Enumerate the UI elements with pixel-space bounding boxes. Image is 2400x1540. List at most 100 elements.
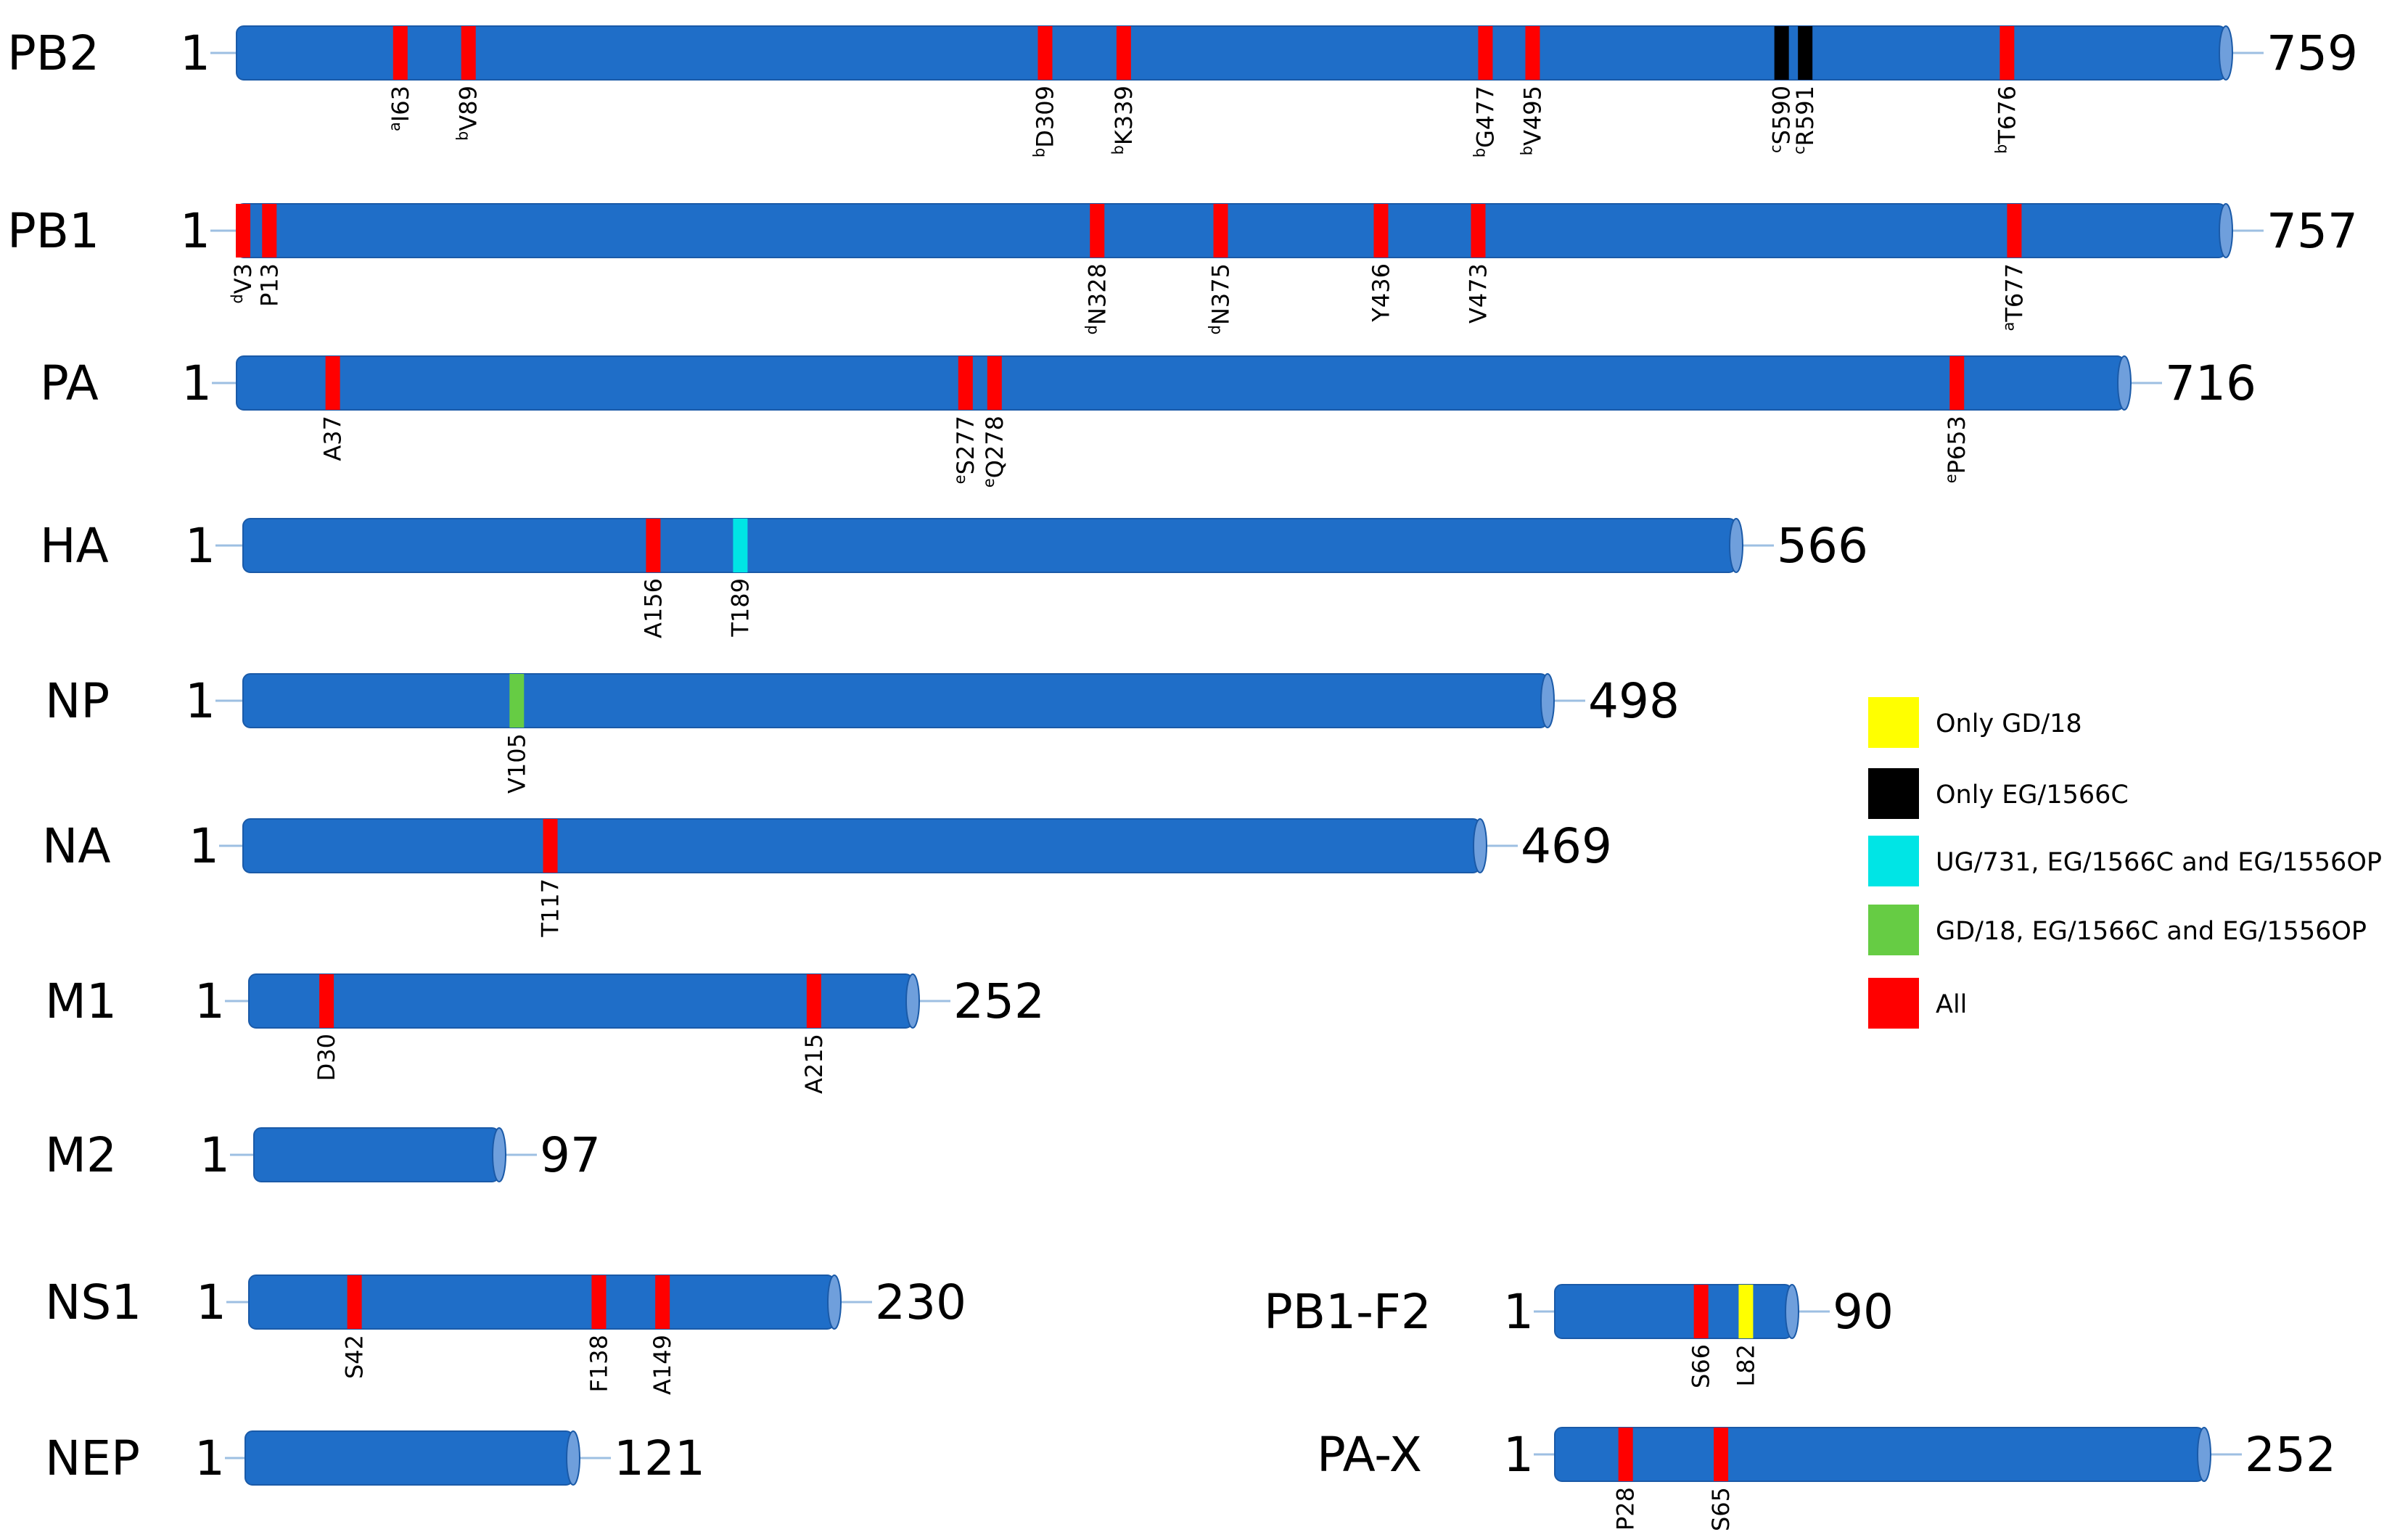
protein-name-m1: M1	[45, 973, 117, 1029]
start-position-pax: 1	[1503, 1427, 1534, 1483]
protein-bar-pax	[1554, 1427, 2205, 1482]
protein-name-np: NP	[45, 673, 110, 729]
legend-swatch-only_eg1566c	[1868, 768, 1919, 819]
mutation-label-l82: L82	[1732, 1344, 1759, 1387]
mutation-superscript: d	[1207, 325, 1224, 334]
bar-end-cap	[2219, 203, 2233, 258]
protein-track-m1: M1 1 252 D30 A215	[45, 973, 1045, 1094]
mutation-label-v473: V473	[1464, 263, 1492, 324]
protein-name-ha: HA	[40, 518, 109, 574]
mutation-name: A37	[319, 416, 347, 461]
mutation-marker-s277	[958, 356, 973, 410]
mutation-marker-t189	[733, 519, 748, 572]
mutation-name: V495	[1519, 86, 1546, 146]
protein-bar-pb1f2	[1554, 1284, 1793, 1339]
mutation-label-s42: S42	[341, 1335, 369, 1379]
legend-label-gd18_eg1566c_eg1556op: GD/18, EG/1566C and EG/1556OP	[1936, 917, 2367, 946]
mutation-marker-v495	[1525, 26, 1540, 80]
mutation-label-i63: aI63	[386, 86, 414, 131]
start-position-ha: 1	[185, 518, 215, 574]
mutation-name: V473	[1464, 263, 1492, 324]
mutation-name: Q278	[981, 416, 1008, 478]
mutation-marker-a156	[646, 519, 661, 572]
protein-name-ns1: NS1	[45, 1275, 141, 1330]
mutation-superscript: a	[2000, 322, 2017, 332]
end-position-ns1: 230	[875, 1275, 966, 1330]
mutation-name: A156	[639, 578, 667, 638]
protein-bar-np	[242, 673, 1548, 728]
mutation-label-d309: bD309	[1031, 86, 1059, 157]
end-position-m1: 252	[953, 973, 1045, 1029]
mutation-label-f138: F138	[585, 1335, 612, 1392]
protein-bar-ns1	[248, 1275, 835, 1330]
mutation-name: D30	[313, 1034, 340, 1081]
legend-swatch-gd18_eg1566c_eg1556op	[1868, 905, 1919, 955]
mutation-name: S590	[1768, 86, 1796, 144]
mutation-marker-v3	[236, 204, 251, 258]
protein-bar-pb1	[236, 203, 2227, 258]
legend-label-only_gd18: Only GD/18	[1936, 709, 2082, 738]
mutation-label-a215: A215	[800, 1034, 828, 1094]
bar-end-cap	[1785, 1284, 1799, 1339]
mutation-label-v3: dV3	[229, 263, 257, 304]
protein-name-pa: PA	[40, 355, 99, 411]
start-position-m1: 1	[194, 973, 225, 1029]
mutation-marker-i63	[393, 26, 408, 80]
mutation-label-t189: T189	[726, 578, 754, 638]
mutation-name: G477	[1471, 86, 1499, 148]
protein-track-ha: HA 1 566 A156 T189	[40, 518, 1868, 638]
mutation-superscript: e	[951, 474, 969, 484]
mutation-label-k339: bK339	[1109, 86, 1138, 155]
mutation-superscript: b	[1518, 146, 1535, 155]
start-position-ns1: 1	[196, 1275, 226, 1330]
bar-end-cap	[905, 973, 920, 1029]
start-position-pb2: 1	[180, 25, 210, 81]
mutation-label-s66: S66	[1688, 1344, 1715, 1388]
mutation-marker-p28	[1618, 1428, 1633, 1481]
protein-name-pb1: PB1	[7, 203, 99, 259]
protein-name-nep: NEP	[45, 1430, 140, 1486]
protein-track-pb1f2: PB1-F2 1 90 S66 L82	[1264, 1284, 1894, 1388]
mutation-name: P28	[1612, 1487, 1640, 1531]
protein-bar-nep	[244, 1430, 574, 1486]
protein-bar-na	[242, 818, 1481, 873]
start-position-pa: 1	[181, 355, 212, 411]
mutation-superscript: b	[1992, 144, 2010, 154]
mutation-label-t117: T117	[537, 878, 564, 938]
protein-name-pb2: PB2	[7, 25, 99, 81]
mutation-label-v105: V105	[503, 733, 530, 794]
mutation-name: S42	[341, 1335, 369, 1379]
mutation-marker-g477	[1478, 26, 1493, 80]
end-position-ha: 566	[1777, 518, 1868, 574]
mutation-name: L82	[1732, 1344, 1759, 1387]
mutation-label-g477: bG477	[1471, 86, 1499, 157]
mutation-label-p13: P13	[255, 263, 283, 307]
mutation-name: F138	[585, 1335, 612, 1392]
mutation-superscript: a	[386, 122, 403, 131]
mutation-marker-v89	[461, 26, 476, 80]
mutation-marker-t676	[2000, 26, 2015, 80]
legend-swatch-all	[1868, 978, 1919, 1029]
mutation-label-s590: cS590	[1767, 86, 1796, 153]
start-position-na: 1	[189, 818, 219, 874]
bar-end-cap	[2197, 1427, 2211, 1482]
mutation-name: V3	[229, 263, 257, 294]
mutation-label-y436: Y436	[1367, 263, 1394, 323]
mutation-marker-t677	[2007, 204, 2022, 258]
mutation-name: Y436	[1367, 263, 1394, 323]
mutation-marker-l82	[1738, 1285, 1754, 1338]
legend-swatch-ug731_eg1566c_eg1556op	[1868, 836, 1919, 886]
protein-bar-pb2	[236, 25, 2227, 81]
mutation-name: S65	[1707, 1487, 1735, 1531]
bar-end-cap	[2117, 355, 2132, 411]
mutation-label-v89: bV89	[454, 86, 482, 141]
mutation-marker-s66	[1693, 1285, 1709, 1338]
mutation-name: P13	[255, 263, 283, 307]
mutation-marker-v105	[509, 674, 525, 728]
mutation-label-p28: P28	[1612, 1487, 1640, 1531]
bar-end-cap	[566, 1430, 580, 1486]
mutation-superscript: c	[1767, 144, 1785, 153]
end-position-pb2: 759	[2267, 25, 2358, 81]
